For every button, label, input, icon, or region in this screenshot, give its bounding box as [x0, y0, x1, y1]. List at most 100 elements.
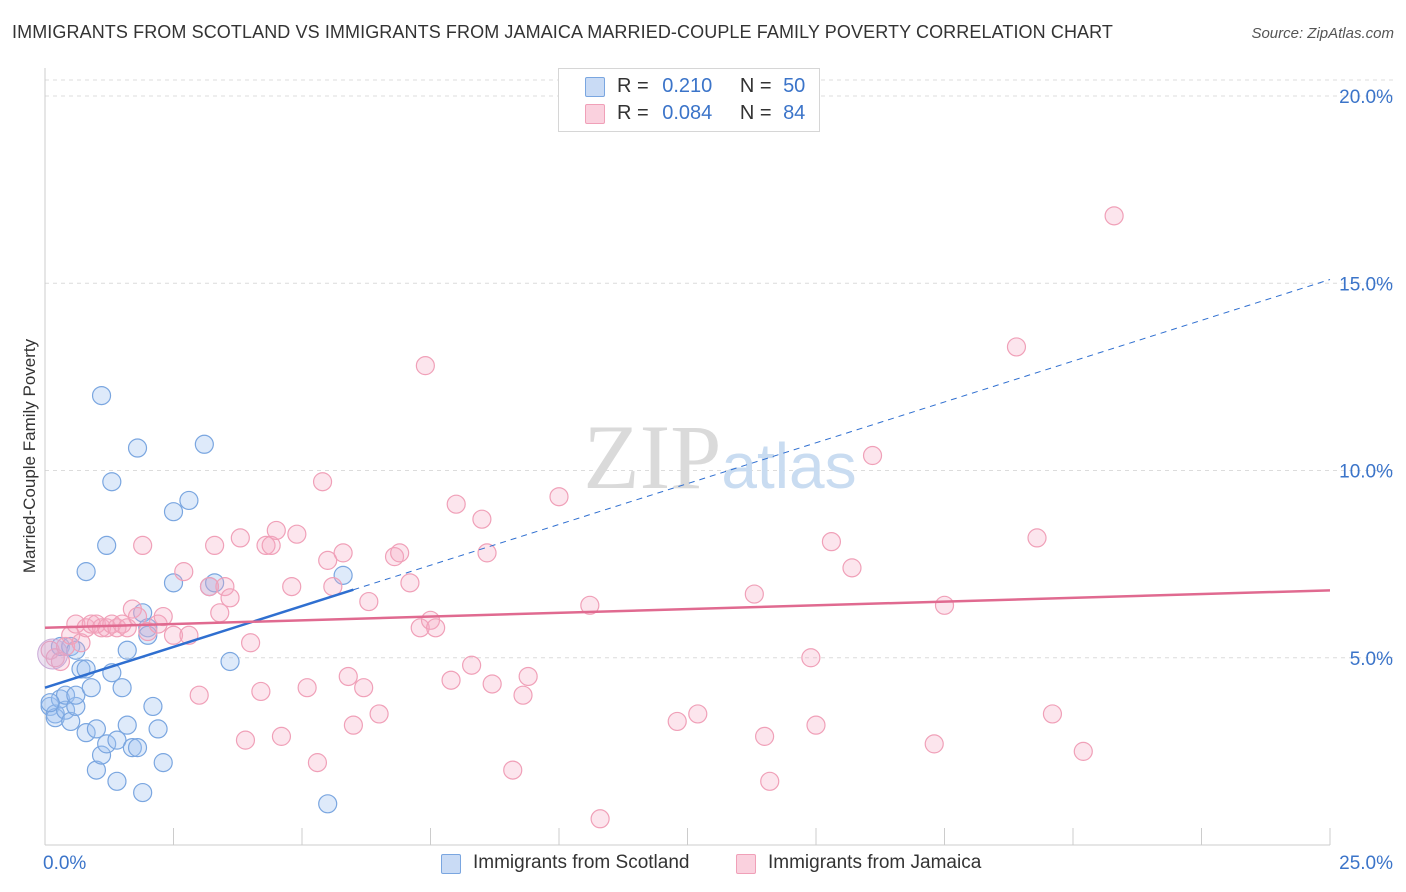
jamaica-point	[343, 715, 363, 735]
jamaica-point	[1006, 337, 1027, 357]
jamaica-point	[220, 588, 240, 608]
scotland-trend-solid	[44, 588, 354, 689]
r-label: R =	[617, 102, 649, 124]
scotland-point	[133, 603, 153, 623]
jamaica-point	[924, 734, 944, 754]
jamaica-point	[153, 606, 173, 627]
jamaica-point	[215, 576, 235, 597]
legend-stats-scotland: R = 0.210 N = 50	[617, 75, 805, 98]
scotland-point	[50, 689, 71, 709]
y-tick-label: 5.0%	[1350, 649, 1393, 670]
jamaica-point	[338, 666, 358, 687]
jamaica-point	[513, 685, 533, 705]
n-value-jamaica: 84	[783, 102, 806, 124]
jamaica-point	[71, 633, 91, 653]
axes	[44, 68, 1331, 846]
jamaica-point	[821, 532, 842, 552]
jamaica-point	[446, 494, 466, 514]
scotland-point	[81, 678, 101, 698]
jamaica-point	[934, 595, 955, 615]
jamaica-point	[261, 535, 281, 556]
scotland-point	[122, 738, 142, 758]
jamaica-point	[369, 704, 389, 724]
r-value-jamaica: 0.084	[662, 102, 713, 124]
scotland-point	[318, 794, 338, 814]
jamaica-point	[251, 681, 271, 702]
jamaica-point	[97, 618, 117, 638]
scotland-point	[76, 723, 96, 743]
jamaica-point	[477, 543, 497, 563]
r-value-scotland: 0.210	[662, 75, 713, 97]
n-label: N =	[739, 75, 772, 97]
scotland-point	[205, 573, 225, 593]
scotland-point	[107, 730, 127, 750]
y-tick-label: 20.0%	[1339, 87, 1393, 108]
jamaica-point	[307, 753, 328, 773]
scotland-point	[66, 685, 86, 705]
jamaica-point	[1073, 741, 1093, 761]
scotland-point	[148, 719, 168, 739]
jamaica-point	[312, 472, 333, 492]
jamaica-point	[297, 678, 317, 698]
jamaica-point	[472, 509, 492, 529]
bottom-legend-swatch-scotland	[441, 854, 461, 874]
scotland-point	[40, 693, 60, 713]
scotland-point	[107, 771, 127, 791]
n-value-scotland: 50	[783, 75, 806, 97]
legend-swatch-scotland	[585, 77, 605, 97]
scotland-point	[45, 708, 65, 728]
jamaica-point	[287, 524, 307, 544]
jamaica-point	[482, 674, 502, 694]
jamaica-point	[667, 711, 687, 732]
jamaica-point	[66, 614, 86, 634]
jamaica-point	[323, 576, 343, 597]
jamaica-point	[266, 520, 286, 541]
jamaica-point	[174, 562, 194, 582]
jamaica-point	[688, 704, 708, 724]
gridlines	[45, 79, 1395, 659]
jamaica-point	[354, 678, 374, 698]
jamaica-point	[518, 666, 538, 687]
scotland-point	[55, 700, 76, 720]
scotland-point	[102, 472, 122, 492]
jamaica-point	[760, 771, 780, 791]
jamaica-point	[235, 730, 256, 750]
jamaica-point	[163, 625, 184, 645]
data-points	[37, 206, 1124, 829]
scotland-point	[86, 760, 107, 780]
jamaica-point	[256, 535, 276, 556]
scotland-point	[143, 696, 163, 717]
x-tick-label: 25.0%	[1339, 853, 1393, 874]
jamaica-point	[241, 633, 261, 653]
legend-stats-jamaica: R = 0.084 N = 84	[617, 102, 805, 125]
jamaica-point	[503, 760, 523, 780]
jamaica-point	[862, 445, 883, 466]
r-label: R =	[617, 75, 649, 97]
scotland-point	[66, 696, 86, 717]
jamaica-point	[107, 618, 127, 638]
x-tick-label: 0.0%	[43, 853, 86, 874]
y-tick-label: 15.0%	[1339, 274, 1393, 295]
correlation-legend: R = 0.210 N = 50 R = 0.084 N = 84	[558, 68, 820, 132]
scotland-point	[91, 386, 112, 406]
jamaica-point	[549, 487, 569, 507]
jamaica-point	[102, 614, 122, 634]
jamaica-point	[333, 543, 353, 563]
jamaica-point	[50, 651, 71, 672]
scotland-point	[133, 782, 153, 803]
jamaica-point	[199, 576, 220, 597]
jamaica-point	[318, 550, 338, 570]
jamaica-point	[801, 648, 821, 668]
jamaica-point	[400, 573, 420, 593]
jamaica-point	[1104, 206, 1124, 226]
scotland-point	[163, 502, 184, 522]
cluster-point	[37, 638, 69, 670]
jamaica-point	[86, 614, 107, 634]
jamaica-point	[390, 543, 410, 563]
jamaica-point	[205, 535, 225, 556]
jamaica-point	[359, 591, 379, 612]
jamaica-point	[441, 670, 461, 690]
scotland-point	[112, 678, 132, 698]
scotland-point	[61, 636, 81, 657]
scotland-point	[117, 715, 137, 735]
